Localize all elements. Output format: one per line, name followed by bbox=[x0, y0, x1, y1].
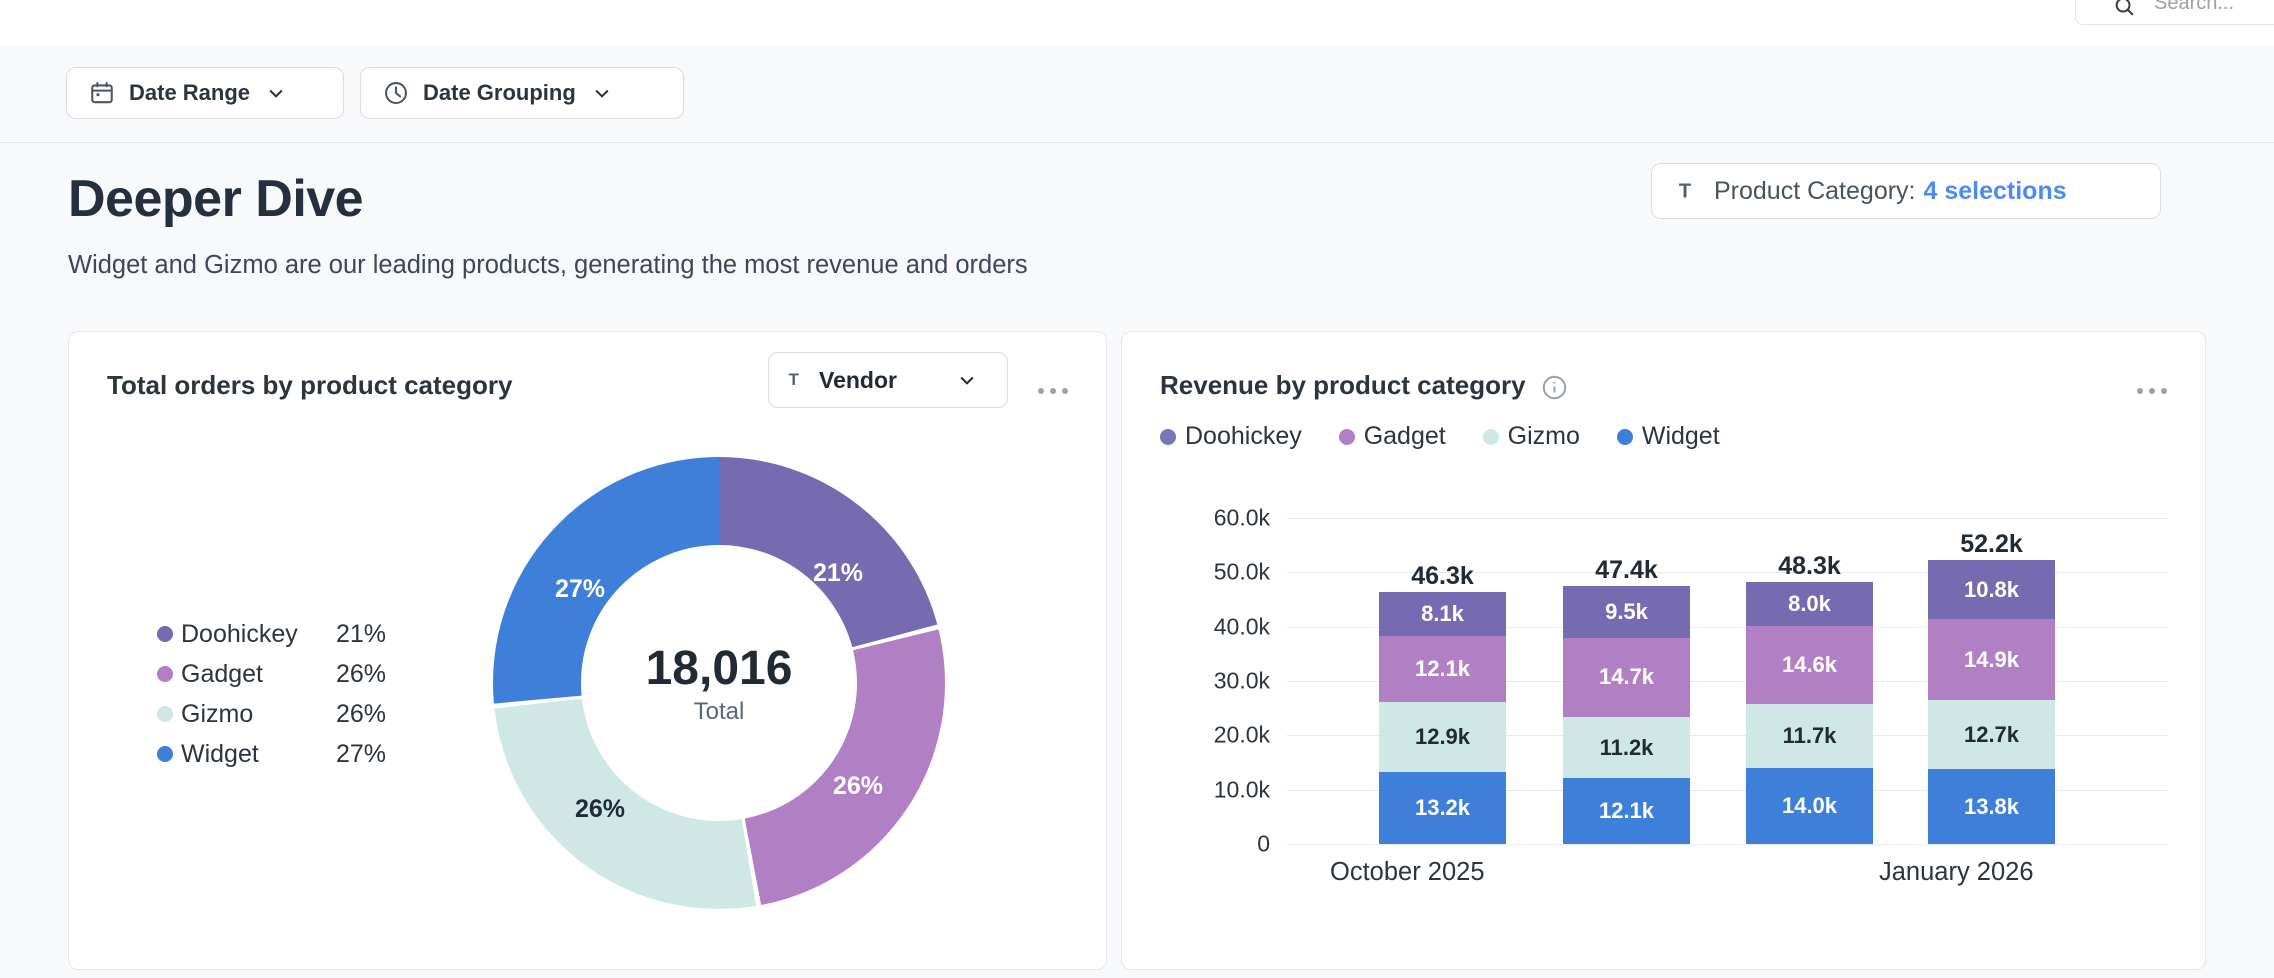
svg-text:T: T bbox=[789, 370, 799, 389]
svg-text:T: T bbox=[1679, 180, 1692, 202]
